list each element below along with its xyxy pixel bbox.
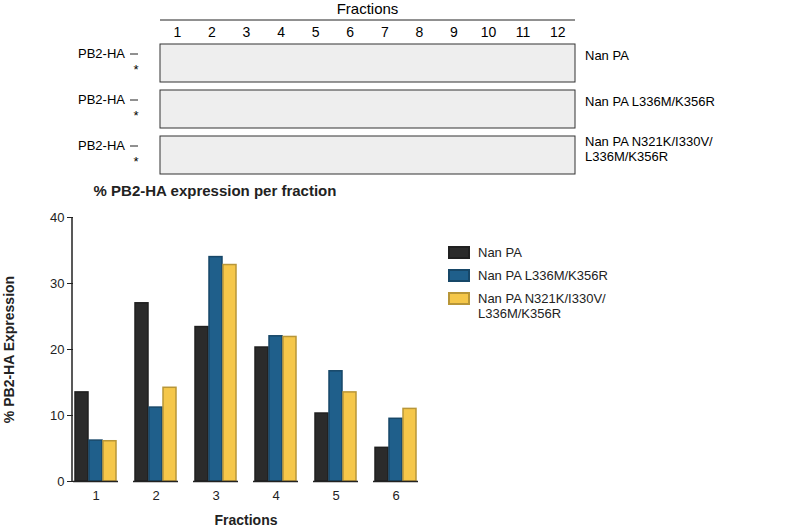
- svg-text:Fractions: Fractions: [337, 0, 399, 17]
- svg-text:5: 5: [332, 488, 339, 503]
- svg-text:11: 11: [516, 24, 531, 40]
- svg-text:2: 2: [208, 24, 216, 40]
- svg-text:% PB2-HA Expression: % PB2-HA Expression: [1, 276, 17, 423]
- svg-text:3: 3: [212, 488, 219, 503]
- svg-text:1: 1: [173, 24, 181, 40]
- svg-text:20: 20: [50, 342, 64, 357]
- html-text:% PB2-HA expression per fracti: % PB2-HA expression per fraction: [93, 182, 337, 199]
- svg-text:PB2-HA: PB2-HA: [78, 46, 125, 61]
- svg-text:1: 1: [92, 488, 99, 503]
- svg-text:10: 10: [50, 408, 64, 423]
- svg-text:4: 4: [277, 24, 285, 40]
- svg-text:4: 4: [272, 488, 279, 503]
- svg-text:40: 40: [50, 210, 64, 225]
- html-text:Nan PA: Nan PA: [478, 245, 522, 260]
- svg-text:L336M/K356R: L336M/K356R: [585, 149, 668, 164]
- svg-text:*: *: [133, 154, 138, 169]
- svg-text:10: 10: [481, 24, 497, 40]
- svg-text:3: 3: [243, 24, 251, 40]
- html-text:Nan PA N321K/I330V/: Nan PA N321K/I330V/: [478, 291, 606, 306]
- svg-text:7: 7: [381, 24, 389, 40]
- svg-text:6: 6: [392, 488, 399, 503]
- svg-text:6: 6: [346, 24, 354, 40]
- svg-text:Fractions: Fractions: [214, 512, 277, 528]
- svg-text:8: 8: [415, 24, 423, 40]
- svg-text:PB2-HA: PB2-HA: [78, 92, 125, 107]
- svg-text:*: *: [133, 62, 138, 77]
- html-text:Nan PA L336M/K356R: Nan PA L336M/K356R: [478, 268, 608, 283]
- svg-text:PB2-HA: PB2-HA: [78, 138, 125, 153]
- svg-text:9: 9: [450, 24, 458, 40]
- svg-text:Nan PA L336M/K356R: Nan PA L336M/K356R: [585, 94, 715, 109]
- svg-text:Nan PA: Nan PA: [585, 48, 629, 63]
- svg-text:12: 12: [550, 24, 566, 40]
- svg-text:30: 30: [50, 276, 64, 291]
- svg-text:0: 0: [57, 474, 64, 489]
- svg-text:5: 5: [312, 24, 320, 40]
- svg-text:Nan PA N321K/I330V/: Nan PA N321K/I330V/: [585, 134, 713, 149]
- svg-text:*: *: [133, 108, 138, 123]
- html-text:L336M/K356R: L336M/K356R: [478, 306, 562, 321]
- svg-text:2: 2: [152, 488, 159, 503]
